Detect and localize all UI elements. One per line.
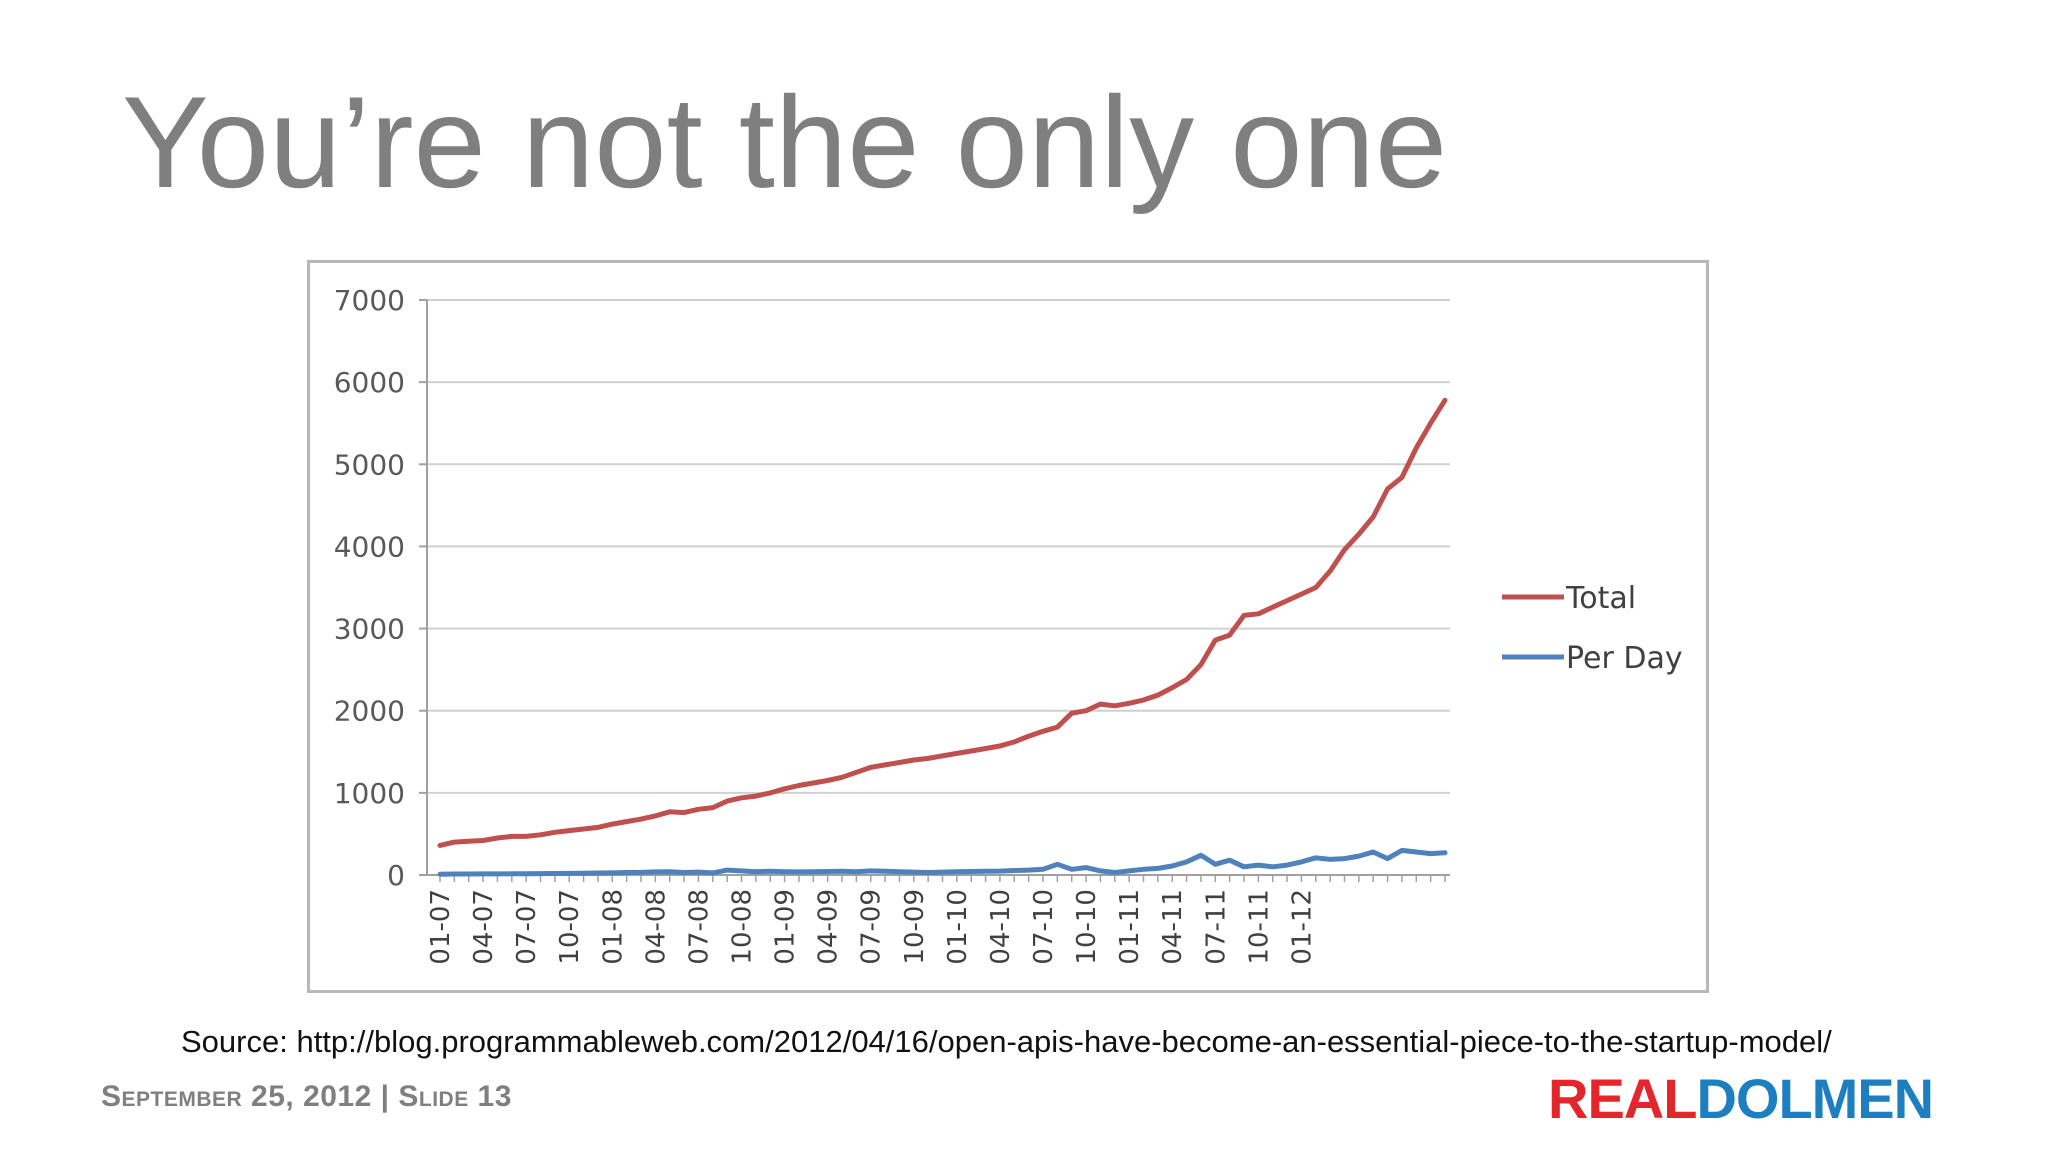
x-tick-label: 07-07 (512, 889, 542, 965)
x-tick-label: 07-08 (684, 889, 714, 965)
realdolmen-logo: REALDOLMEN (1548, 1066, 1934, 1131)
y-tick-label: 3000 (334, 613, 405, 646)
chart-frame: 0 1000 2000 3000 4000 5000 6000 7000 01-07 04-07 0… (307, 260, 1709, 993)
x-tick-label: 10-08 (728, 889, 758, 965)
line-chart: 0 1000 2000 3000 4000 5000 6000 7000 01-07 04-07 0… (334, 284, 1683, 965)
logo-part-real: REAL (1548, 1067, 1697, 1130)
x-tick-label: 07-09 (857, 889, 887, 965)
y-tick-label: 6000 (334, 366, 405, 399)
x-tick-label: 10-10 (1072, 889, 1102, 965)
x-tick-label: 10-07 (555, 889, 585, 965)
x-tick-label: 10-09 (900, 889, 930, 965)
y-tick-label: 2000 (334, 695, 405, 728)
x-tick-label: 04-07 (469, 889, 499, 965)
x-tick-label: 01-09 (771, 889, 801, 965)
legend-label: Per Day (1566, 641, 1683, 676)
x-tick-label: 10-11 (1244, 889, 1274, 965)
x-tick-label: 04-09 (814, 889, 844, 965)
series-line-total (437, 397, 1448, 848)
x-tick-label: 04-10 (986, 889, 1016, 965)
source-citation: Source: http://blog.programmableweb.com/… (181, 1024, 1832, 1059)
legend-label: Total (1565, 581, 1636, 616)
y-tick-label: 5000 (334, 448, 405, 481)
x-tick-label: 07-10 (1029, 889, 1059, 965)
x-tick-label: 01-11 (1115, 889, 1145, 965)
y-tick-label: 4000 (334, 530, 405, 563)
y-tick-label: 7000 (334, 284, 405, 317)
y-tick-label: 0 (387, 859, 405, 892)
x-tick-label: 07-11 (1201, 889, 1231, 965)
x-tick-label: 04-11 (1158, 889, 1188, 965)
x-tick-label: 01-07 (426, 889, 456, 965)
logo-part-dolmen: DOLMEN (1696, 1067, 1934, 1130)
x-tick-label: 01-10 (943, 889, 973, 965)
slide-title: You’re not the only one (122, 69, 1448, 215)
slide-footer: September 25, 2012 | Slide 13 (101, 1080, 512, 1113)
x-tick-label: 01-08 (598, 889, 628, 965)
series-line-per-day (437, 847, 1448, 877)
y-tick-label: 1000 (334, 777, 405, 810)
x-tick-label: 01-12 (1287, 889, 1317, 965)
x-tick-label: 04-08 (641, 889, 671, 965)
